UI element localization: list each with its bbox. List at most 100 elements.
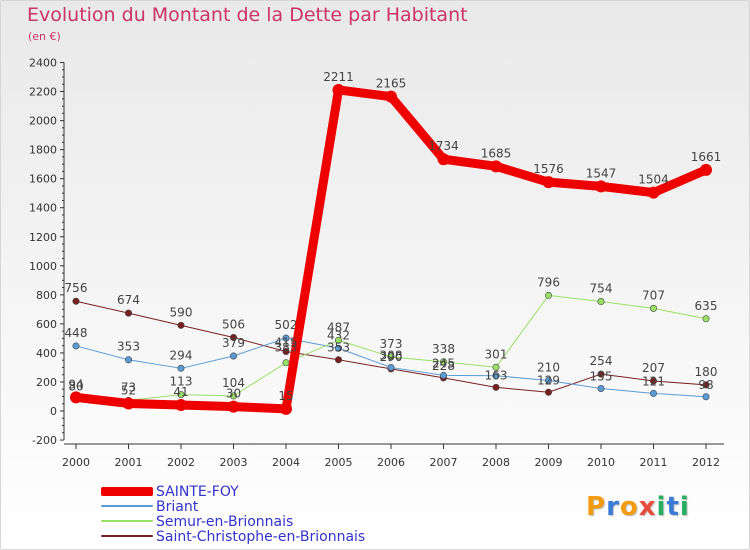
legend-swatch bbox=[101, 505, 153, 507]
data-point bbox=[647, 186, 660, 199]
data-point bbox=[544, 377, 552, 385]
brand-letter: P bbox=[586, 492, 607, 522]
data-point bbox=[332, 83, 345, 96]
data-label: 41 bbox=[173, 385, 188, 399]
brand-letter: r bbox=[606, 492, 620, 522]
x-tick-label: 2011 bbox=[640, 456, 668, 469]
data-label: 94 bbox=[68, 377, 83, 391]
data-label: 448 bbox=[65, 326, 88, 340]
y-tick-label: 1800 bbox=[29, 144, 57, 157]
data-label: 1661 bbox=[691, 150, 722, 164]
data-label: 129 bbox=[537, 373, 560, 387]
data-label: 353 bbox=[117, 340, 140, 354]
x-tick-label: 2003 bbox=[220, 456, 248, 469]
data-label: 210 bbox=[537, 361, 560, 375]
data-label: 254 bbox=[590, 354, 613, 368]
data-label: 180 bbox=[695, 365, 718, 379]
data-label: 353 bbox=[327, 341, 350, 355]
y-tick-label: -200 bbox=[32, 434, 57, 447]
data-point bbox=[385, 90, 397, 103]
x-tick-label: 2004 bbox=[272, 456, 300, 469]
data-point bbox=[282, 359, 290, 367]
x-tick-label: 2010 bbox=[587, 456, 615, 469]
data-point bbox=[492, 372, 500, 380]
y-tick-label: 400 bbox=[36, 347, 57, 360]
data-point bbox=[230, 352, 238, 360]
data-label: 756 bbox=[65, 281, 88, 295]
data-point bbox=[700, 163, 712, 176]
data-label: 2165 bbox=[376, 77, 407, 91]
x-tick-label: 2005 bbox=[325, 456, 353, 469]
data-point bbox=[595, 180, 607, 193]
data-point bbox=[230, 334, 238, 342]
data-point bbox=[230, 392, 238, 400]
data-label: 121 bbox=[642, 374, 665, 388]
data-point bbox=[439, 358, 447, 366]
data-point bbox=[280, 402, 292, 415]
legend-label: Saint-Christophe-en-Brionnais bbox=[156, 529, 366, 545]
x-tick-label: 2001 bbox=[115, 456, 143, 469]
data-point bbox=[334, 336, 342, 344]
data-point bbox=[597, 298, 605, 306]
brand-letter: o bbox=[619, 492, 639, 522]
data-label: 113 bbox=[170, 375, 193, 389]
data-label: 707 bbox=[642, 288, 665, 302]
data-label: 383 bbox=[275, 340, 298, 354]
legend-label: Briant bbox=[156, 499, 199, 515]
data-label: 308 bbox=[380, 348, 403, 362]
legend-label: Semur-en-Brionnais bbox=[156, 514, 294, 530]
data-point bbox=[125, 356, 133, 364]
x-tick-label: 2008 bbox=[482, 456, 510, 469]
legend-swatch bbox=[101, 487, 153, 496]
data-label: 379 bbox=[222, 336, 245, 350]
data-label: 487 bbox=[327, 320, 350, 334]
data-label: 155 bbox=[590, 369, 613, 383]
data-label: 294 bbox=[170, 348, 193, 362]
data-point bbox=[122, 397, 135, 410]
data-point bbox=[387, 353, 395, 361]
data-point bbox=[437, 153, 450, 166]
brand-logo: Proxiti bbox=[586, 492, 690, 522]
y-tick-label: 1000 bbox=[29, 260, 57, 273]
y-tick-label: 2200 bbox=[29, 86, 57, 99]
data-label: 163 bbox=[485, 368, 508, 382]
data-point bbox=[492, 383, 500, 391]
y-tick-label: 1600 bbox=[29, 173, 57, 186]
data-label: 15 bbox=[278, 389, 293, 403]
x-tick-label: 2009 bbox=[535, 456, 563, 469]
data-point bbox=[177, 364, 185, 372]
legend-swatch bbox=[101, 535, 153, 537]
y-tick-label: 1400 bbox=[29, 202, 57, 215]
data-label: 1504 bbox=[638, 173, 669, 187]
chart-subtitle: (en €) bbox=[28, 30, 61, 43]
data-label: 635 bbox=[695, 299, 718, 313]
data-point bbox=[492, 363, 500, 371]
data-point bbox=[177, 321, 185, 329]
data-label: 415 bbox=[275, 335, 298, 349]
data-label: 301 bbox=[485, 347, 508, 361]
data-label: 2211 bbox=[323, 70, 354, 84]
data-point bbox=[125, 309, 133, 317]
data-label: 30 bbox=[226, 387, 241, 401]
data-label: 1547 bbox=[586, 166, 617, 180]
data-label: 1576 bbox=[533, 162, 564, 176]
x-tick-label: 2002 bbox=[167, 456, 195, 469]
legend-swatch bbox=[101, 520, 153, 522]
data-point bbox=[649, 389, 657, 397]
brand-letter: i bbox=[679, 492, 690, 522]
data-point bbox=[597, 370, 605, 378]
brand-letter: i bbox=[656, 492, 667, 522]
data-label: 796 bbox=[537, 275, 560, 289]
data-point bbox=[702, 315, 710, 323]
x-tick-label: 2006 bbox=[377, 456, 405, 469]
data-label: 73 bbox=[121, 380, 136, 394]
data-point bbox=[334, 356, 342, 364]
data-label: 373 bbox=[380, 337, 403, 351]
data-label: 245 bbox=[432, 356, 455, 370]
data-label: 674 bbox=[117, 293, 140, 307]
data-point bbox=[702, 381, 710, 389]
y-tick-label: 2400 bbox=[29, 57, 57, 70]
data-label: 228 bbox=[432, 359, 455, 373]
x-tick-label: 2000 bbox=[62, 456, 90, 469]
